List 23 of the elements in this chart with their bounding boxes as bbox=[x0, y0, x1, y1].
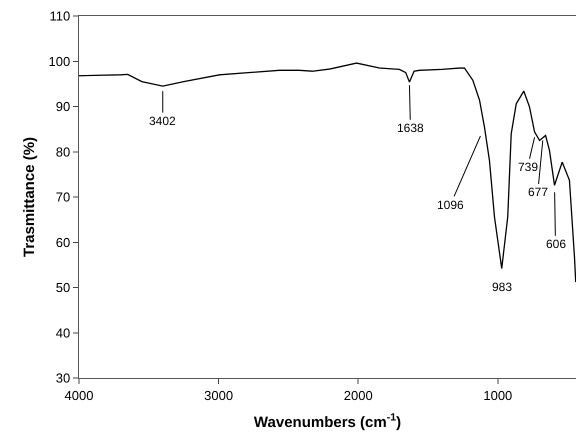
x-tick-label: 2000 bbox=[344, 388, 373, 403]
y-tick-label: 40 bbox=[56, 325, 70, 340]
y-tick-label: 110 bbox=[50, 8, 70, 24]
y-axis-title: Trasmittance (%) bbox=[20, 136, 38, 258]
x-tick-label: 1000 bbox=[483, 388, 512, 403]
y-tick-label: 30 bbox=[56, 370, 70, 386]
x-tick-label: 4000 bbox=[64, 388, 94, 403]
annotation: 983 bbox=[492, 280, 512, 294]
y-tick-label: 80 bbox=[56, 144, 70, 160]
annotation: 1638 bbox=[397, 121, 424, 135]
annotation: 3402 bbox=[149, 114, 176, 128]
x-axis-title: Wavenumbers (cm$^{-1}$) bbox=[254, 411, 402, 431]
y-tick-label: 70 bbox=[56, 190, 70, 205]
annotation: 739 bbox=[518, 160, 538, 174]
y-tick-label: 90 bbox=[56, 99, 70, 114]
annotation: 606 bbox=[546, 237, 566, 251]
y-tick-label: 100 bbox=[48, 54, 70, 69]
x-tick-label: 3000 bbox=[204, 388, 234, 403]
annotation: 1096 bbox=[437, 198, 464, 212]
y-tick-label: 50 bbox=[56, 280, 70, 296]
y-tick-label: 60 bbox=[56, 234, 70, 250]
annotation: 677 bbox=[528, 185, 548, 199]
line-series bbox=[79, 62, 576, 283]
